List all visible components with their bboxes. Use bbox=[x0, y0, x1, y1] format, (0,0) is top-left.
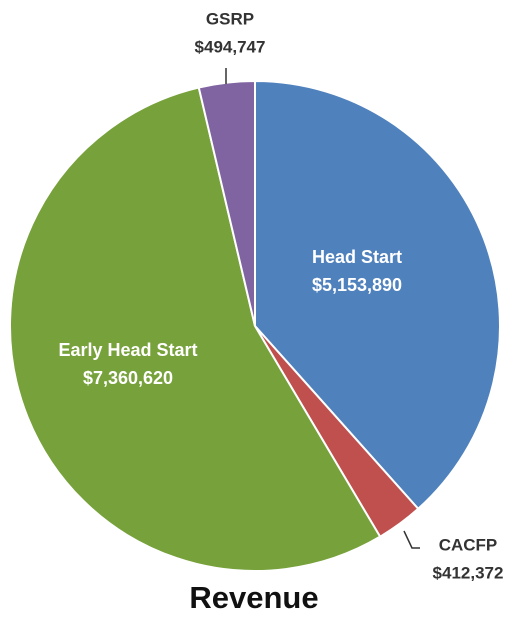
leader-line bbox=[403, 530, 420, 549]
chart-title: Revenue bbox=[189, 580, 318, 615]
slice-value: $494,747 bbox=[195, 37, 266, 56]
slice-label: GSRP bbox=[206, 9, 254, 28]
slice-label: Early Head Start bbox=[58, 340, 197, 360]
pie-slice bbox=[254, 79, 501, 511]
slice-label: CACFP bbox=[439, 535, 498, 554]
slice-value: $5,153,890 bbox=[312, 275, 402, 295]
slice-label: Head Start bbox=[312, 247, 402, 267]
slice-value: $412,372 bbox=[433, 563, 504, 582]
pie-slice bbox=[9, 86, 382, 572]
slice-value: $7,360,620 bbox=[83, 368, 173, 388]
